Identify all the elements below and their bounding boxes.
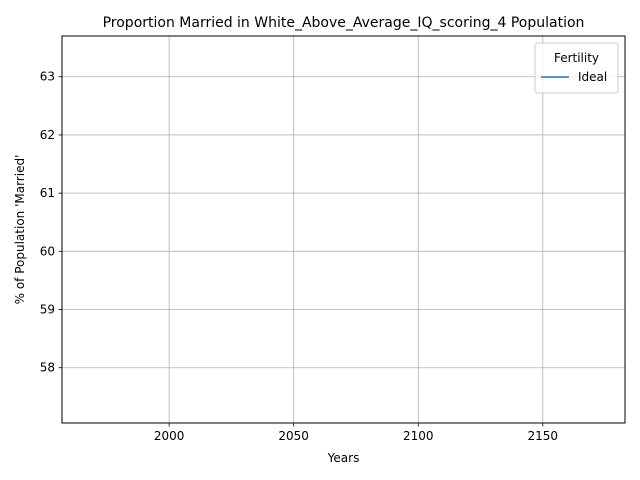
y-tick-label: 58: [40, 361, 55, 375]
legend-entry-ideal: Ideal: [578, 70, 607, 84]
y-tick-label: 61: [40, 186, 55, 200]
x-axis-ticks: 2000 2050 2100 2150: [154, 423, 558, 443]
y-axis-label: % of Population 'Married': [13, 155, 27, 305]
x-tick-label: 2100: [403, 429, 434, 443]
legend-box: [534, 42, 619, 94]
y-tick-label: 60: [40, 244, 55, 258]
x-tick-label: 2050: [278, 429, 309, 443]
y-tick-label: 59: [40, 303, 55, 317]
plot-area-frame: [61, 35, 626, 424]
chart-title: Proportion Married in White_Above_Averag…: [103, 15, 585, 31]
y-axis-ticks: 58 59 60 61 62 63: [40, 70, 62, 375]
legend: Fertility Ideal: [534, 42, 619, 94]
y-tick-label: 62: [40, 128, 55, 142]
x-axis-label: Years: [327, 451, 360, 465]
x-tick-label: 2150: [528, 429, 559, 443]
legend-title: Fertility: [554, 51, 599, 65]
grid: [62, 36, 625, 423]
y-tick-label: 63: [40, 70, 55, 84]
x-tick-label: 2000: [154, 429, 185, 443]
